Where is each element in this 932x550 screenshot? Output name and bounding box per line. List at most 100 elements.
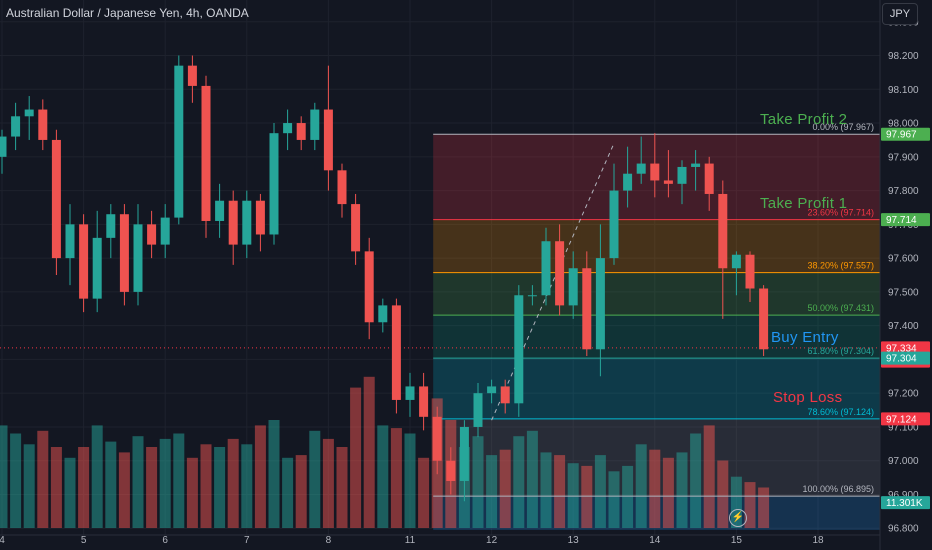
time-axis-tick: 13 bbox=[568, 535, 580, 546]
volume-bar bbox=[91, 425, 103, 528]
price-tag bbox=[881, 412, 930, 426]
volume-bar bbox=[594, 455, 606, 528]
time-axis-tick: 12 bbox=[486, 535, 498, 546]
volume-bar bbox=[472, 436, 484, 528]
volume-bar bbox=[390, 428, 402, 528]
volume-bar bbox=[404, 433, 416, 528]
volume-bar bbox=[336, 447, 348, 528]
time-axis-tick: 4 bbox=[0, 535, 5, 546]
volume-bar bbox=[486, 455, 498, 528]
volume-bar bbox=[567, 463, 579, 528]
volume-bar bbox=[554, 455, 566, 528]
price-axis-panel bbox=[880, 0, 932, 550]
candle-body bbox=[514, 295, 524, 404]
volume-bar bbox=[0, 425, 8, 528]
fib-level-label: 50.00% (97.431) bbox=[807, 303, 874, 313]
candle-body bbox=[11, 116, 21, 137]
candle-body bbox=[609, 190, 619, 259]
price-tag-label: 97.124 bbox=[886, 414, 917, 425]
candle-body bbox=[419, 386, 429, 417]
volume-bar bbox=[64, 457, 76, 528]
candle-body bbox=[745, 254, 755, 289]
volume-bar bbox=[377, 425, 389, 528]
volume-bar bbox=[499, 449, 511, 528]
candle-body bbox=[500, 386, 510, 404]
volume-bar bbox=[118, 452, 130, 528]
volume-bar bbox=[309, 430, 321, 528]
candle-body bbox=[364, 251, 374, 323]
volume-bar bbox=[282, 457, 294, 528]
fib-level-label: 23.60% (97.714) bbox=[807, 208, 874, 218]
price-axis-tick: 97.000 bbox=[888, 456, 919, 467]
candle-body bbox=[24, 109, 34, 117]
volume-bar bbox=[227, 438, 239, 528]
price-tag bbox=[881, 351, 930, 365]
candle-body bbox=[636, 163, 646, 174]
time-axis-tick: 6 bbox=[162, 535, 168, 546]
volume-bar bbox=[622, 465, 634, 528]
volume-bar bbox=[635, 444, 647, 528]
candle-body bbox=[296, 123, 306, 140]
candle-body bbox=[663, 180, 673, 184]
volume-bar bbox=[690, 433, 702, 528]
price-tag-label: 97.334 bbox=[886, 343, 917, 354]
volume-bar bbox=[268, 420, 280, 528]
candle-body bbox=[310, 109, 320, 140]
price-axis-tick: 96.800 bbox=[888, 524, 919, 535]
fib-level-label: 61.80% (97.304) bbox=[807, 346, 874, 356]
candle-body bbox=[106, 214, 116, 238]
time-axis-tick: 11 bbox=[405, 535, 416, 546]
lightning-icon[interactable]: ⚡ bbox=[729, 509, 747, 527]
take-profit-2-label: Take Profit 2 bbox=[760, 111, 848, 128]
fib-zone bbox=[433, 272, 880, 316]
candle-body bbox=[187, 65, 197, 86]
candle-body bbox=[446, 460, 456, 481]
candle-body bbox=[174, 65, 184, 218]
volume-bar bbox=[717, 460, 729, 528]
candle-body bbox=[160, 217, 170, 245]
price-axis-tick: 96.900 bbox=[888, 490, 919, 501]
candle-body bbox=[351, 204, 361, 252]
volume-bar bbox=[173, 433, 185, 528]
price-tag-label: 97.304 bbox=[886, 354, 917, 365]
candle-body bbox=[378, 305, 388, 323]
candle-body bbox=[269, 133, 279, 235]
candle-body bbox=[228, 200, 238, 245]
fib-level-label: 0.00% (97.967) bbox=[812, 122, 874, 132]
currency-button[interactable]: JPY bbox=[882, 3, 918, 25]
price-tag-label: 11.301K bbox=[886, 498, 923, 509]
candle-body bbox=[201, 85, 211, 221]
volume-bar bbox=[146, 447, 158, 528]
volume-bar bbox=[513, 436, 525, 528]
volume-bar bbox=[50, 447, 62, 528]
candle-body bbox=[731, 254, 741, 269]
price-tag-label: 97.714 bbox=[886, 215, 917, 226]
volume-bar bbox=[159, 438, 171, 528]
price-axis-tick: 97.800 bbox=[888, 186, 919, 197]
candle-body bbox=[568, 268, 578, 306]
time-axis-tick: 14 bbox=[649, 535, 661, 546]
fib-zone bbox=[433, 315, 880, 359]
volume-bar bbox=[730, 476, 742, 528]
candle-body bbox=[119, 214, 129, 292]
candle-body bbox=[473, 393, 483, 427]
candle-body bbox=[133, 224, 143, 292]
price-axis-tick: 97.100 bbox=[888, 422, 919, 433]
price-axis-tick: 98.100 bbox=[888, 85, 919, 96]
volume-bar bbox=[322, 438, 334, 528]
fib-level-label: 100.00% (96.895) bbox=[802, 484, 874, 494]
price-tag bbox=[881, 341, 930, 355]
price-axis-tick: 97.400 bbox=[888, 321, 919, 332]
volume-bar bbox=[186, 457, 198, 528]
candle-body bbox=[255, 200, 265, 235]
price-axis-tick: 97.900 bbox=[888, 152, 919, 163]
candle-body bbox=[759, 288, 769, 350]
buy-entry-label: Buy Entry bbox=[771, 329, 839, 346]
volume-bar bbox=[295, 455, 307, 528]
candle-body bbox=[283, 123, 293, 134]
volume-bar bbox=[10, 433, 22, 528]
candle-body bbox=[432, 416, 442, 461]
price-axis-tick: 97.500 bbox=[888, 287, 919, 298]
volume-bar bbox=[526, 430, 538, 528]
